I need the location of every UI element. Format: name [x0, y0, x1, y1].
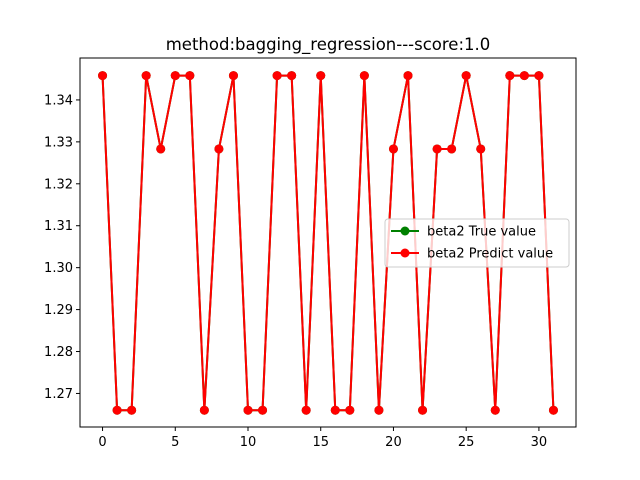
data-point [432, 144, 442, 154]
x-tick-label: 15 [312, 435, 329, 450]
x-tick-label: 0 [98, 435, 106, 450]
data-point [272, 71, 282, 81]
data-point [490, 405, 500, 415]
x-tick-label: 30 [531, 435, 548, 450]
data-point [548, 405, 558, 415]
x-axis: 0 5 10 15 20 25 30 [98, 427, 547, 450]
data-point [185, 71, 195, 81]
data-point [461, 71, 471, 81]
data-point [170, 71, 180, 81]
data-point [141, 71, 151, 81]
data-point [388, 144, 398, 154]
plot-border [79, 57, 577, 428]
data-point [519, 71, 529, 81]
y-tick-label: 1.27 [44, 387, 73, 402]
y-tick-label: 1.30 [44, 261, 73, 276]
data-point [403, 71, 413, 81]
data-point [374, 405, 384, 415]
data-point [112, 405, 122, 415]
y-axis: 1.27 1.28 1.29 1.30 1.31 1.32 1.33 1.34 [44, 93, 80, 402]
y-tick-label: 1.28 [44, 345, 73, 360]
data-point [214, 144, 224, 154]
series-layer [98, 71, 558, 415]
data-point [476, 144, 486, 154]
data-point [330, 405, 340, 415]
y-tick-label: 1.29 [44, 303, 73, 318]
legend-label: beta2 True value [427, 225, 536, 240]
data-point [228, 71, 238, 81]
y-tick-label: 1.32 [44, 177, 73, 192]
data-point [505, 71, 515, 81]
legend-label: beta2 Predict value [427, 247, 553, 262]
legend-marker [400, 226, 410, 236]
x-tick-label: 5 [171, 435, 179, 450]
legend: beta2 True value beta2 Predict value [384, 218, 570, 268]
y-tick-label: 1.34 [44, 93, 73, 108]
y-tick-label: 1.33 [44, 135, 73, 150]
data-point [345, 405, 355, 415]
data-point [98, 71, 108, 81]
data-point [156, 144, 166, 154]
data-point [127, 405, 137, 415]
chart-title: method:bagging_regression---score:1.0 [166, 35, 491, 55]
data-point [418, 405, 428, 415]
data-point [287, 71, 297, 81]
legend-marker [400, 248, 410, 258]
x-tick-label: 25 [458, 435, 475, 450]
x-tick-label: 10 [240, 435, 257, 450]
y-tick-label: 1.31 [44, 219, 73, 234]
data-point [243, 405, 253, 415]
data-point [301, 405, 311, 415]
legend-box [384, 218, 570, 268]
data-point [359, 71, 369, 81]
data-point [199, 405, 209, 415]
data-point [447, 144, 457, 154]
data-point [316, 71, 326, 81]
series-predict-value [98, 71, 558, 415]
data-point [258, 405, 268, 415]
x-tick-label: 20 [385, 435, 402, 450]
data-point [534, 71, 544, 81]
